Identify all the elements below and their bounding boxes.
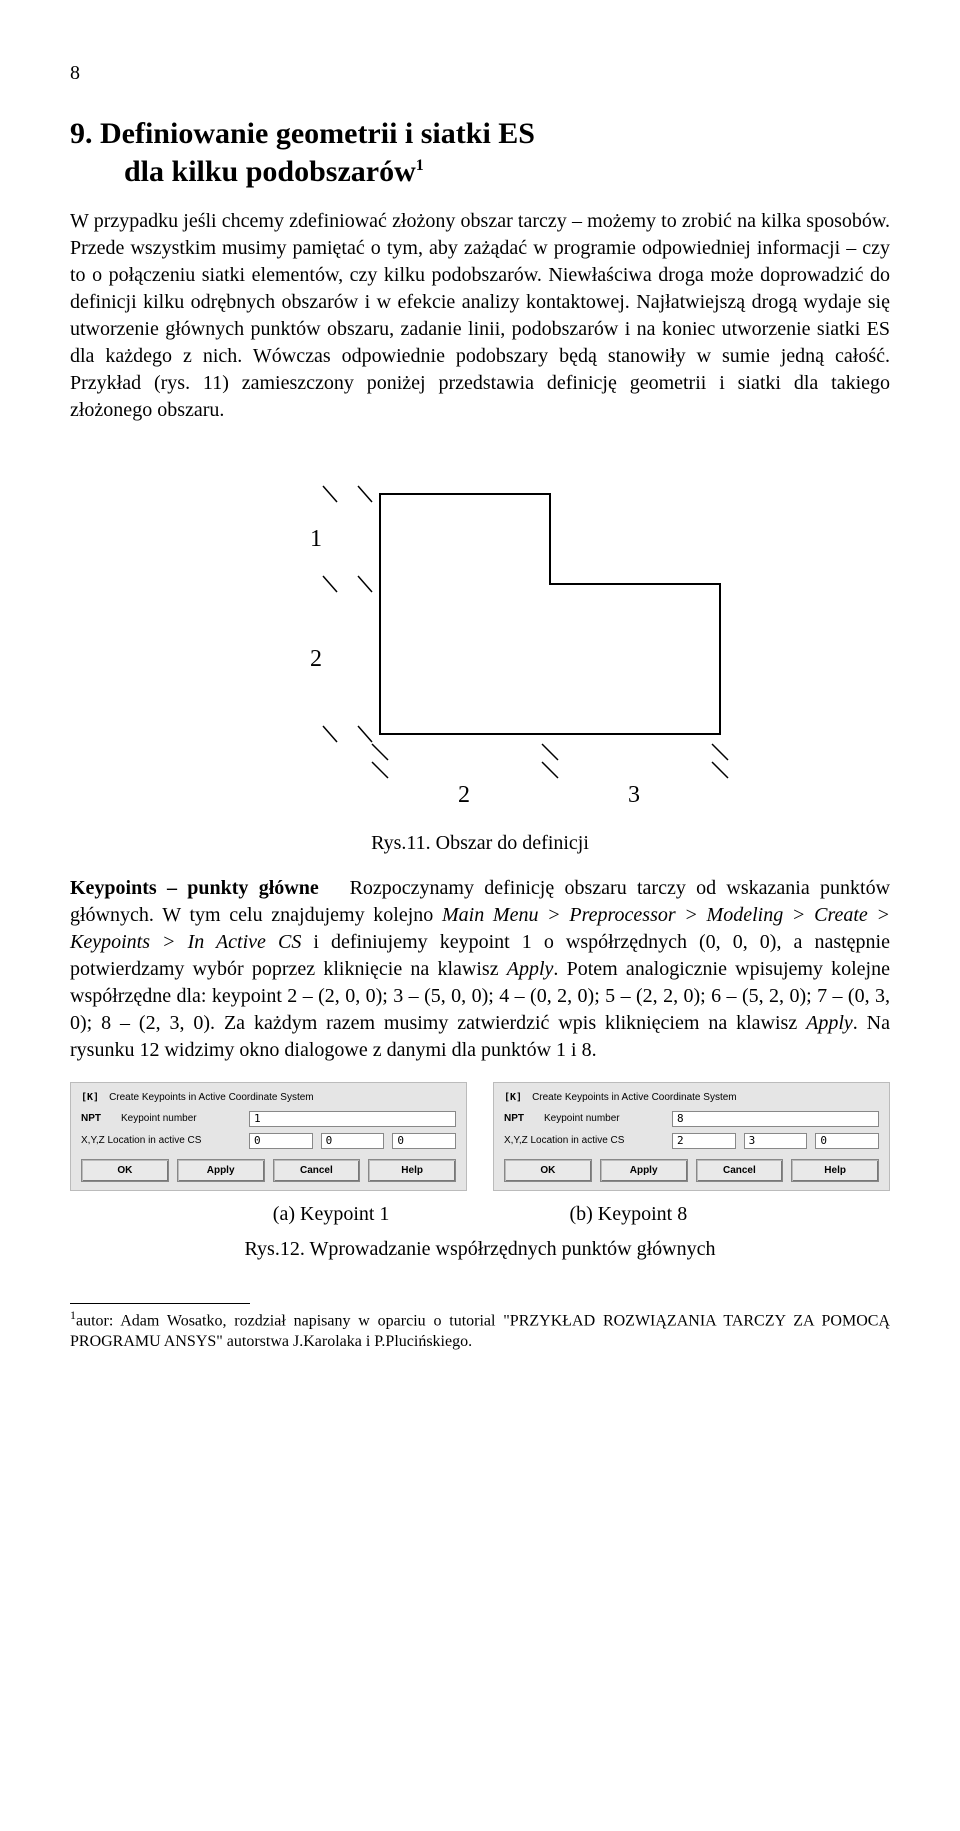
dim-bottom-right: 3 xyxy=(628,782,640,808)
dlg1-z-field[interactable]: 0 xyxy=(392,1133,456,1149)
dlg2-xyz-label: X,Y,Z Location in active CS xyxy=(504,1134,624,1148)
dlg2-npt-label: Keypoint number xyxy=(544,1112,620,1126)
dlg1-xyz-label: X,Y,Z Location in active CS xyxy=(81,1134,201,1148)
dialog-keypoint-1: [K] Create Keypoints in Active Coordinat… xyxy=(70,1082,467,1191)
footnote-rule xyxy=(70,1303,250,1304)
dlg1-help-button[interactable]: Help xyxy=(368,1159,456,1183)
figure-12-caption: Rys.12. Wprowadzanie współrzędnych punkt… xyxy=(70,1236,890,1263)
dlg2-bracket: [K] xyxy=(504,1091,522,1105)
dlg2-title: Create Keypoints in Active Coordinate Sy… xyxy=(532,1091,737,1105)
dlg2-apply-button[interactable]: Apply xyxy=(600,1159,688,1183)
dlg2-y-field[interactable]: 3 xyxy=(744,1133,808,1149)
dlg2-z-field[interactable]: 0 xyxy=(815,1133,879,1149)
dlg2-cancel-button[interactable]: Cancel xyxy=(696,1159,784,1183)
dlg2-npt-code: NPT xyxy=(504,1112,524,1126)
apply-1: Apply xyxy=(507,958,554,980)
subcaption-b: (b) Keypoint 8 xyxy=(569,1201,687,1228)
section-heading: 9. Definiowanie geometrii i siatki ES dl… xyxy=(70,115,890,190)
figure-11: 1 2 2 3 Rys.11. Obszar do definicji xyxy=(70,454,890,857)
dlg2-x-field[interactable]: 2 xyxy=(672,1133,736,1149)
page-number: 8 xyxy=(70,60,890,87)
dlg1-bracket: [K] xyxy=(81,1091,99,1105)
dlg1-cancel-button[interactable]: Cancel xyxy=(273,1159,361,1183)
figure-11-caption: Rys.11. Obszar do definicji xyxy=(70,830,890,857)
dim-left-top: 1 xyxy=(310,526,322,552)
dlg1-y-field[interactable]: 0 xyxy=(321,1133,385,1149)
dlg1-title: Create Keypoints in Active Coordinate Sy… xyxy=(109,1091,314,1105)
heading-line1: Definiowanie geometrii i siatki ES xyxy=(100,117,535,150)
paragraph-1: W przypadku jeśli chcemy zdefiniować zło… xyxy=(70,208,890,424)
paragraph-2: Keypoints – punkty główne Rozpoczynamy d… xyxy=(70,875,890,1064)
dim-left-bottom: 2 xyxy=(310,646,322,672)
keypoints-lead: Keypoints – punkty główne xyxy=(70,877,319,899)
figure-11-svg: 1 2 2 3 xyxy=(220,454,740,814)
heading-sup: 1 xyxy=(416,157,424,174)
footnote: 1autor: Adam Wosatko, rozdział napisany … xyxy=(70,1308,890,1353)
dlg1-npt-field[interactable]: 1 xyxy=(249,1111,456,1127)
dlg2-ok-button[interactable]: OK xyxy=(504,1159,592,1183)
figure-12-dialogs: [K] Create Keypoints in Active Coordinat… xyxy=(70,1082,890,1191)
apply-2: Apply xyxy=(806,1012,853,1034)
dlg1-ok-button[interactable]: OK xyxy=(81,1159,169,1183)
dlg1-npt-code: NPT xyxy=(81,1112,101,1126)
dlg2-npt-field[interactable]: 8 xyxy=(672,1111,879,1127)
heading-line2: dla kilku podobszarów xyxy=(124,155,416,188)
dim-bottom-left: 2 xyxy=(458,782,470,808)
subcaption-a: (a) Keypoint 1 xyxy=(273,1201,390,1228)
dlg1-npt-label: Keypoint number xyxy=(121,1112,197,1126)
figure-12-subcaptions: (a) Keypoint 1 (b) Keypoint 8 xyxy=(70,1201,890,1228)
footnote-text: autor: Adam Wosatko, rozdział napisany w… xyxy=(70,1312,890,1350)
heading-number: 9. xyxy=(70,117,93,150)
dlg1-x-field[interactable]: 0 xyxy=(249,1133,313,1149)
dlg1-apply-button[interactable]: Apply xyxy=(177,1159,265,1183)
dialog-keypoint-8: [K] Create Keypoints in Active Coordinat… xyxy=(493,1082,890,1191)
dlg2-help-button[interactable]: Help xyxy=(791,1159,879,1183)
